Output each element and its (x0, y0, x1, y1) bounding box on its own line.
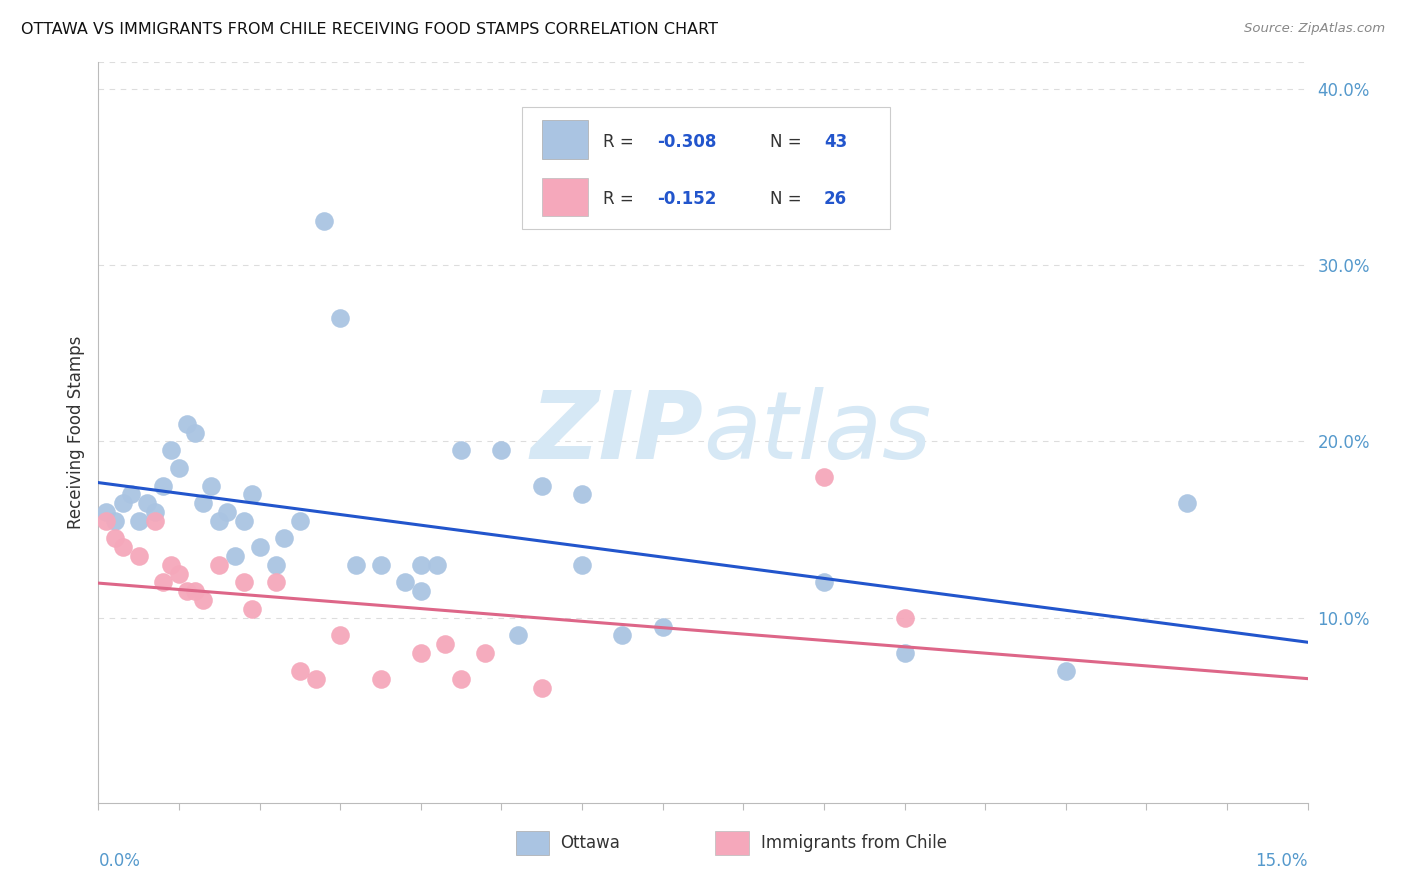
Point (409, 584, 432, 599)
Point (160, 558, 183, 572)
Point (273, 532, 295, 546)
Point (288, 664, 311, 678)
Point (120, 487, 142, 501)
Point (893, 610, 915, 624)
Point (370, 558, 392, 572)
Point (217, 505, 239, 519)
Text: 15.0%: 15.0% (1256, 852, 1308, 871)
Text: -0.152: -0.152 (657, 190, 717, 208)
Point (288, 514, 311, 528)
Text: OTTAWA VS IMMIGRANTS FROM CHILE RECEIVING FOOD STAMPS CORRELATION CHART: OTTAWA VS IMMIGRANTS FROM CHILE RECEIVIN… (21, 22, 718, 37)
Text: ZIP: ZIP (530, 386, 703, 479)
Point (329, 311, 352, 326)
FancyBboxPatch shape (522, 107, 890, 229)
Text: Ottawa: Ottawa (561, 834, 620, 852)
Point (240, 487, 263, 501)
Text: R =: R = (603, 190, 638, 208)
Point (571, 487, 593, 501)
Point (530, 681, 553, 696)
Bar (716, 831, 749, 855)
Point (96, 505, 118, 519)
Point (176, 417, 198, 431)
Point (232, 514, 254, 528)
Point (128, 514, 150, 528)
Point (474, 646, 496, 660)
Point (232, 575, 254, 590)
Bar (543, 178, 588, 216)
Text: Source: ZipAtlas.com: Source: ZipAtlas.com (1244, 22, 1385, 36)
Point (813, 575, 835, 590)
Point (409, 646, 432, 660)
Point (96, 514, 118, 528)
Point (571, 558, 593, 572)
Point (167, 461, 190, 475)
Text: N =: N = (769, 133, 807, 151)
Text: Immigrants from Chile: Immigrants from Chile (761, 834, 948, 852)
Point (193, 593, 215, 607)
Text: 43: 43 (824, 133, 848, 151)
Point (344, 558, 367, 572)
Point (530, 478, 553, 492)
Point (314, 214, 336, 228)
Point (111, 496, 134, 510)
Point (1175, 496, 1198, 510)
Point (167, 566, 190, 581)
Point (329, 628, 352, 642)
Point (224, 549, 246, 563)
Point (434, 637, 457, 651)
Point (128, 549, 150, 563)
Point (264, 558, 287, 572)
Point (103, 532, 125, 546)
Point (506, 628, 529, 642)
Point (249, 540, 271, 554)
Point (200, 478, 222, 492)
Point (184, 584, 207, 599)
Bar (543, 120, 588, 159)
Point (450, 443, 472, 458)
Text: 0.0%: 0.0% (98, 852, 141, 871)
Point (152, 575, 174, 590)
Text: atlas: atlas (703, 387, 931, 478)
Text: 26: 26 (824, 190, 846, 208)
Point (491, 443, 513, 458)
Point (651, 619, 673, 633)
Point (813, 469, 835, 483)
Point (893, 646, 915, 660)
Point (143, 505, 166, 519)
Point (184, 425, 207, 440)
Text: -0.308: -0.308 (657, 133, 717, 151)
Point (264, 575, 287, 590)
Point (394, 575, 416, 590)
Point (208, 558, 231, 572)
Point (305, 673, 328, 687)
Point (1054, 664, 1077, 678)
Point (193, 496, 215, 510)
Point (240, 602, 263, 616)
Point (152, 478, 174, 492)
Point (143, 514, 166, 528)
Text: N =: N = (769, 190, 807, 208)
Point (409, 558, 432, 572)
Point (103, 514, 125, 528)
Y-axis label: Receiving Food Stamps: Receiving Food Stamps (66, 336, 84, 529)
Point (208, 514, 231, 528)
Point (135, 496, 157, 510)
Bar (516, 831, 550, 855)
Point (111, 540, 134, 554)
Text: R =: R = (603, 133, 638, 151)
Point (612, 628, 634, 642)
Point (176, 584, 198, 599)
Point (450, 673, 472, 687)
Point (426, 558, 449, 572)
Point (370, 673, 392, 687)
Point (160, 443, 183, 458)
